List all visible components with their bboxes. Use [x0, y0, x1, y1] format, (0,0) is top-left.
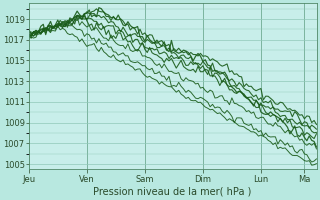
X-axis label: Pression niveau de la mer( hPa ): Pression niveau de la mer( hPa )	[93, 187, 252, 197]
